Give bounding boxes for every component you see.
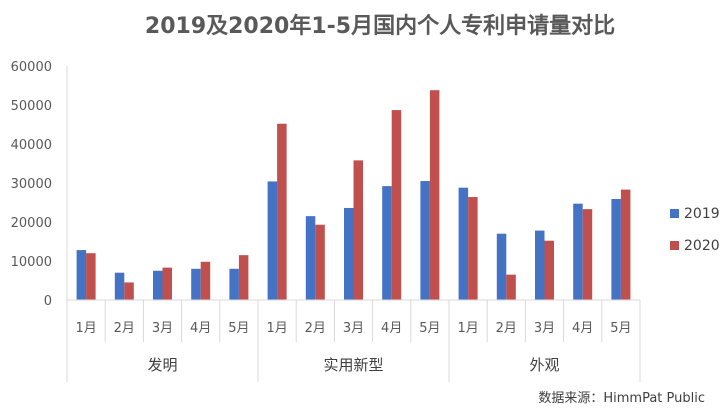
- legend-label: 2019: [684, 206, 720, 222]
- bar-2020-12: [506, 274, 516, 300]
- group-label: 外观: [529, 356, 559, 374]
- y-tick-label: 30000: [11, 177, 52, 192]
- bar-2019-3: [153, 270, 163, 300]
- bar-2019-9: [382, 186, 392, 300]
- x-tick-label: 2月: [114, 321, 135, 336]
- y-tick-label: 20000: [11, 216, 52, 231]
- x-tick-label: 2月: [496, 321, 517, 336]
- x-tick-label: 4月: [381, 321, 402, 336]
- bar-2019-12: [496, 233, 507, 300]
- x-tick-label: 4月: [572, 321, 593, 336]
- bar-2019-14: [573, 203, 583, 300]
- legend-label: 2020: [684, 238, 720, 254]
- bar-2019-4: [191, 268, 201, 300]
- bar-2020-5: [238, 255, 249, 300]
- x-tick-label: 3月: [152, 321, 173, 336]
- bar-2020-3: [162, 267, 172, 300]
- y-tick-label: 0: [44, 294, 52, 309]
- bar-2020-15: [620, 189, 631, 300]
- bar-2019-6: [267, 181, 278, 300]
- source-note: 数据来源：HimmPat Public: [538, 391, 705, 406]
- y-tick-label: 10000: [11, 255, 52, 270]
- bar-2020-1: [86, 253, 96, 300]
- bar-2020-14: [582, 209, 593, 300]
- x-tick-label: 3月: [343, 321, 364, 336]
- bar-2019-15: [611, 198, 621, 300]
- x-tick-label: 1月: [457, 321, 478, 336]
- bars: [76, 90, 631, 301]
- x-tick-label: 5月: [610, 321, 631, 336]
- bar-2020-6: [277, 123, 287, 300]
- y-tick-label: 50000: [11, 99, 52, 114]
- bar-2020-10: [429, 90, 440, 301]
- bar-2019-5: [229, 268, 239, 300]
- legend-swatch-2020: [670, 241, 679, 250]
- y-tick-label: 40000: [11, 138, 52, 153]
- bar-2019-2: [114, 272, 125, 300]
- y-axis: 0 10000 20000 30000 40000 50000 60000: [11, 60, 68, 309]
- bar-2020-7: [315, 224, 325, 300]
- x-tick-label: 1月: [75, 321, 96, 336]
- x-tick-label: 5月: [419, 321, 440, 336]
- bar-2019-1: [76, 250, 87, 300]
- x-tick-label: 3月: [534, 321, 555, 336]
- legend-swatch-2019: [670, 209, 679, 218]
- x-tick-label: 2月: [305, 321, 326, 336]
- legend: 2019 2020: [670, 206, 720, 254]
- group-label: 实用新型: [323, 356, 383, 374]
- bar-2020-11: [468, 197, 478, 300]
- bar-2019-13: [535, 230, 545, 300]
- bar-2019-7: [305, 216, 316, 300]
- bar-2020-9: [391, 110, 402, 300]
- x-tick-label: 5月: [228, 321, 249, 336]
- x-tick-label: 4月: [190, 321, 211, 336]
- bar-2020-8: [353, 160, 363, 300]
- bar-2019-8: [344, 207, 354, 300]
- bar-2019-11: [458, 187, 469, 300]
- bar-2020-4: [200, 261, 211, 300]
- bar-2020-13: [544, 240, 554, 300]
- group-label: 发明: [147, 356, 177, 374]
- x-tick-label: 1月: [266, 321, 287, 336]
- bar-2019-10: [420, 181, 430, 300]
- bar-2020-2: [124, 282, 134, 300]
- y-tick-label: 60000: [11, 60, 52, 75]
- chart-title: 2019及2020年1-5月国内个人专利申请量对比: [145, 13, 615, 39]
